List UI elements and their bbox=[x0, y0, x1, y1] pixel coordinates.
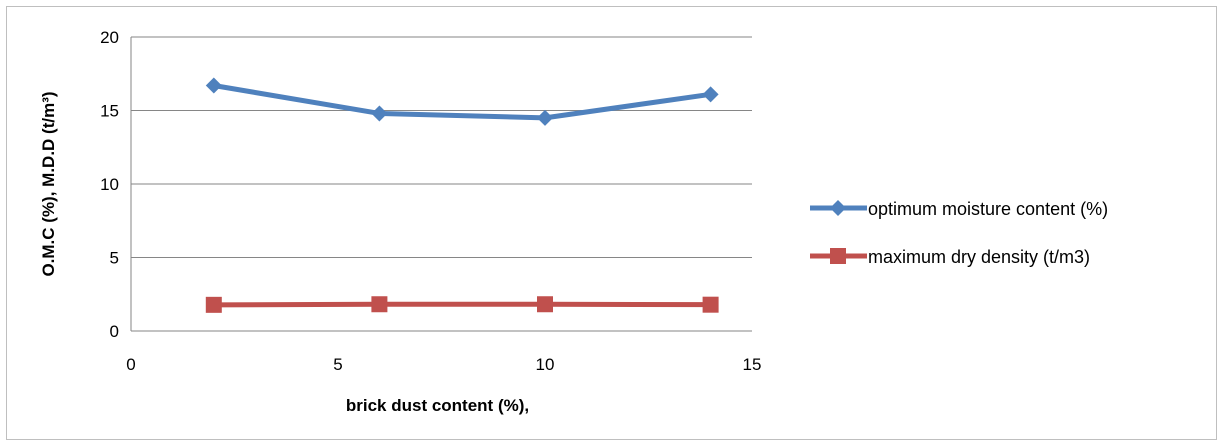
y-tick-label: 0 bbox=[110, 322, 119, 341]
x-tick-label: 10 bbox=[536, 355, 555, 374]
data-point-mdd bbox=[537, 296, 553, 313]
x-tick-label: 5 bbox=[333, 355, 342, 374]
y-tick-label: 10 bbox=[100, 175, 119, 194]
data-point-mdd bbox=[702, 296, 719, 313]
legend-label-omc: optimum moisture content (%) bbox=[868, 199, 1108, 219]
axis-layer: 0 5 10 15 20 0 5 10 15 bbox=[100, 28, 761, 374]
legend-marker-omc bbox=[830, 200, 846, 216]
data-point-omc bbox=[371, 105, 388, 122]
x-axis-title: brick dust content (%), bbox=[346, 396, 529, 415]
series-layer bbox=[205, 77, 719, 313]
chart-area bbox=[6, 6, 1217, 440]
y-axis-title: O.M.C (%), M.D.D (t/m³) bbox=[39, 91, 58, 276]
legend-label-mdd: maximum dry density (t/m3) bbox=[868, 247, 1090, 267]
data-point-mdd bbox=[371, 296, 388, 313]
data-point-mdd bbox=[205, 296, 222, 313]
y-tick-label: 5 bbox=[110, 249, 119, 268]
data-point-omc bbox=[702, 86, 719, 103]
series-line-omc bbox=[213, 83, 711, 121]
series-line-mdd bbox=[213, 301, 711, 308]
data-point-omc bbox=[205, 77, 222, 94]
grid-layer bbox=[131, 36, 752, 258]
x-tick-label: 15 bbox=[743, 355, 762, 374]
legend: optimum moisture content (%) maximum dry … bbox=[810, 199, 1108, 267]
legend-marker-mdd bbox=[830, 248, 846, 264]
y-tick-label: 20 bbox=[100, 28, 119, 47]
y-tick-label: 15 bbox=[100, 102, 119, 121]
x-tick-label: 0 bbox=[126, 355, 135, 374]
data-point-omc bbox=[537, 109, 553, 126]
